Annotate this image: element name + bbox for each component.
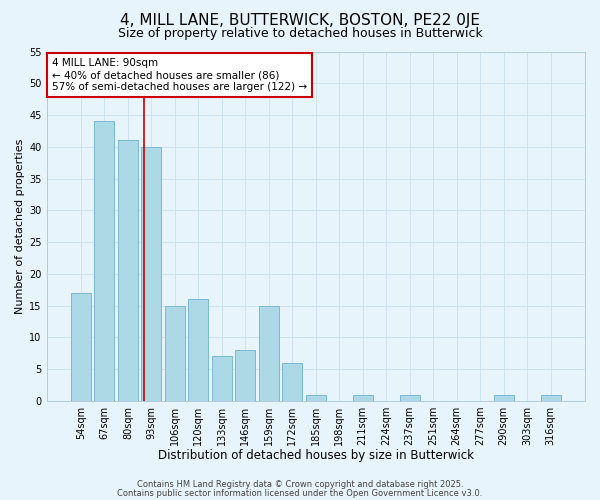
Bar [494,394,514,401]
Bar [165,306,185,401]
Bar [71,293,91,401]
Bar [283,363,302,401]
Bar [400,394,419,401]
Bar [118,140,138,401]
Text: 4, MILL LANE, BUTTERWICK, BOSTON, PE22 0JE: 4, MILL LANE, BUTTERWICK, BOSTON, PE22 0… [120,12,480,28]
Bar [212,356,232,401]
Text: Contains public sector information licensed under the Open Government Licence v3: Contains public sector information licen… [118,490,482,498]
Bar [541,394,560,401]
Bar [306,394,326,401]
Text: 4 MILL LANE: 90sqm
← 40% of detached houses are smaller (86)
57% of semi-detache: 4 MILL LANE: 90sqm ← 40% of detached hou… [52,58,307,92]
Text: Contains HM Land Registry data © Crown copyright and database right 2025.: Contains HM Land Registry data © Crown c… [137,480,463,489]
Bar [235,350,256,401]
Bar [94,122,115,401]
Bar [259,306,279,401]
X-axis label: Distribution of detached houses by size in Butterwick: Distribution of detached houses by size … [158,450,474,462]
Bar [353,394,373,401]
Bar [142,147,161,401]
Y-axis label: Number of detached properties: Number of detached properties [15,138,25,314]
Bar [188,300,208,401]
Text: Size of property relative to detached houses in Butterwick: Size of property relative to detached ho… [118,28,482,40]
